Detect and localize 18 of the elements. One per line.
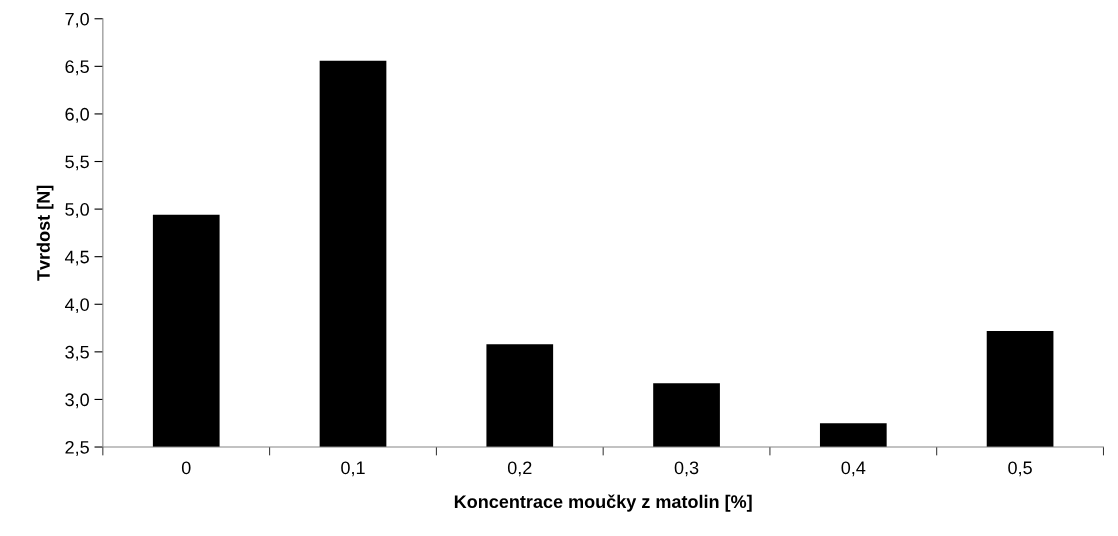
y-axis-title: Tvrdost [N]: [36, 185, 54, 281]
x-tick-label: 0,5: [1008, 461, 1032, 477]
x-tick-label: 0,3: [674, 461, 699, 477]
y-tick-label: 6,0: [65, 107, 89, 123]
y-tick-label: 3,5: [65, 345, 89, 361]
x-tick-label: 0,2: [507, 461, 532, 477]
y-tick-label: 4,0: [64, 298, 89, 314]
y-tick-label: 5,0: [65, 203, 89, 218]
y-tick-label: 2,5: [65, 440, 89, 456]
x-axis-title: Koncentrace moučky z matolin [%]: [454, 494, 752, 512]
y-tick-label: 4,5: [64, 250, 89, 266]
y-tick-label: 5,5: [65, 155, 89, 171]
x-tick-label: 0: [181, 461, 191, 475]
x-tick-label: 0,4: [841, 461, 866, 477]
x-tick-label: 0,1: [341, 461, 365, 477]
y-tick-label: 6,5: [65, 60, 89, 76]
y-tick-label: 7,0: [65, 12, 89, 28]
y-tick-label: 3,0: [65, 393, 89, 409]
